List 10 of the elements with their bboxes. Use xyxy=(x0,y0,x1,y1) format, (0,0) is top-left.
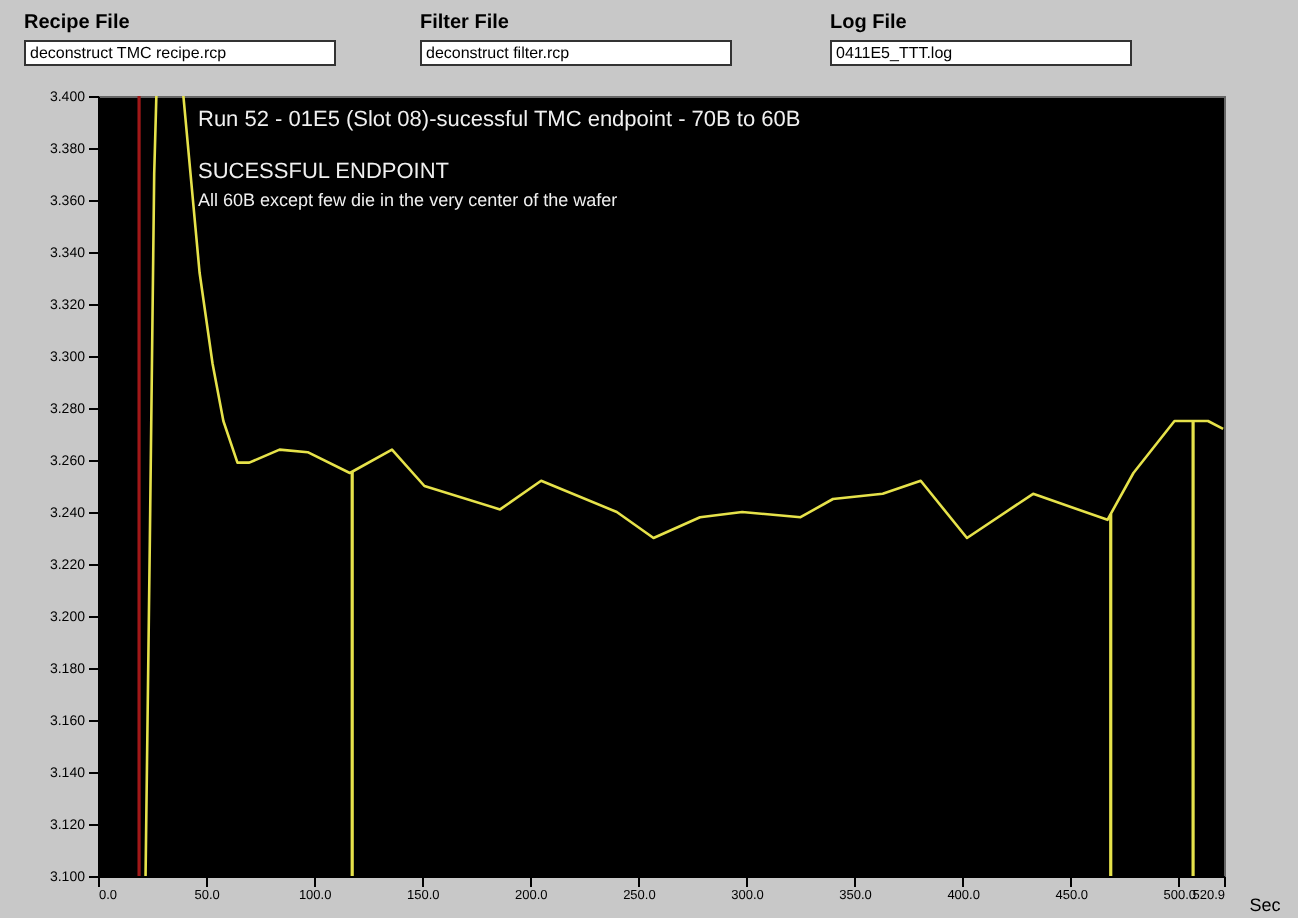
text: Run 52 - 01E5 (Slot 08)-sucessful TMC endpoint - 70B to 60B xyxy=(198,108,801,132)
text: Log File xyxy=(830,12,907,34)
annotation: All 60B except few die in the very center of the wafer xyxy=(198,190,618,210)
x-axis-title: Sec xyxy=(1249,895,1282,915)
text: deconstruct filter.rcp xyxy=(420,40,732,66)
text: deconstruct TMC recipe.rcp xyxy=(24,40,336,66)
annotation: SUCESSFUL ENDPOINT xyxy=(198,160,450,184)
text: Recipe File xyxy=(24,12,130,34)
text: Filter File xyxy=(420,12,509,34)
text: 0411E5_TTT.log xyxy=(830,40,1132,66)
